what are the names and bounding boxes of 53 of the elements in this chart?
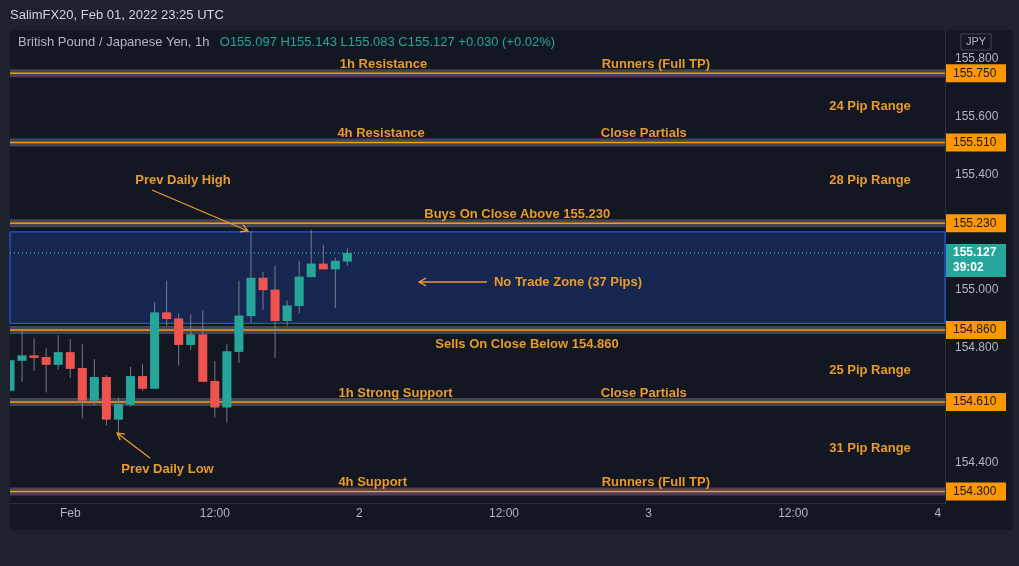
y-tick-label: 155.000 (955, 281, 999, 296)
annotation: Close Partials (600, 384, 687, 400)
annotation: 25 Pip Range (829, 361, 911, 377)
y-tick-label: 155.800 (955, 51, 999, 66)
annotation: 31 Pip Range (829, 439, 911, 455)
x-tick-label: 12:00 (778, 505, 809, 520)
annotation: Close Partials (600, 125, 687, 141)
y-tick-label: 155.400 (955, 166, 999, 181)
y-tick-label: 154.800 (955, 339, 999, 354)
annotation: Prev Daily High (135, 171, 231, 187)
ref-line-label: 155.127 39:02 (953, 245, 997, 275)
ref-line-label: 155.750 (953, 65, 997, 80)
x-tick-label: 4 (934, 505, 942, 520)
candlestick (65, 338, 75, 379)
x-tick-label: 12:00 (199, 505, 231, 520)
annotation: Prev Daily Low (121, 461, 215, 477)
candlestick (89, 358, 99, 407)
candlestick (17, 329, 27, 383)
ref-line-label: 155.230 (953, 215, 997, 230)
y-axis-title: JPY (965, 35, 987, 48)
ref-line-label: 154.860 (953, 322, 997, 337)
annotation: 4h Resistance (337, 125, 425, 141)
x-tick-label: Feb (59, 505, 81, 520)
annotation: 1h Strong Support (338, 384, 454, 400)
annotation: 24 Pip Range (829, 97, 911, 113)
candlestick (41, 347, 51, 394)
annotation: 4h Support (338, 474, 408, 490)
candlestick (53, 334, 63, 371)
ref-line-label: 155.510 (953, 134, 997, 149)
ref-line-label: 154.300 (953, 483, 997, 498)
annotation: Buys On Close Above 155.230 (424, 205, 611, 221)
annotation: Runners (Full TP) (601, 474, 710, 490)
candlestick (138, 363, 148, 392)
annotation: 28 Pip Range (829, 171, 911, 187)
x-tick-label: 2 (356, 505, 364, 520)
y-tick-label: 154.400 (955, 454, 999, 469)
candlestick (29, 337, 39, 372)
ref-line-label: 154.610 (953, 394, 997, 409)
annotation: No Trade Zone (37 Pips) (493, 273, 643, 289)
candlestick (162, 280, 172, 327)
annotation: Sells On Close Below 154.860 (435, 335, 619, 351)
candlestick (258, 271, 268, 311)
x-tick-label: 3 (645, 505, 653, 520)
candlestick (282, 300, 292, 327)
annotation: Runners (Full TP) (601, 55, 710, 71)
chart-title: British Pound / Japanese Yen, 1h (18, 33, 210, 49)
candlestick (330, 257, 340, 309)
text: SalimFX20, Feb 01, 2022 23:25 UTC (10, 6, 224, 22)
y-tick-label: 155.600 (955, 108, 999, 123)
x-tick-label: 12:00 (488, 505, 520, 520)
candlestick (186, 313, 196, 351)
annotation: 1h Resistance (339, 55, 428, 71)
chart-subtitle: O155.097 H155.143 L155.083 C155.127 +0.030 (+0.02%) (219, 33, 556, 49)
